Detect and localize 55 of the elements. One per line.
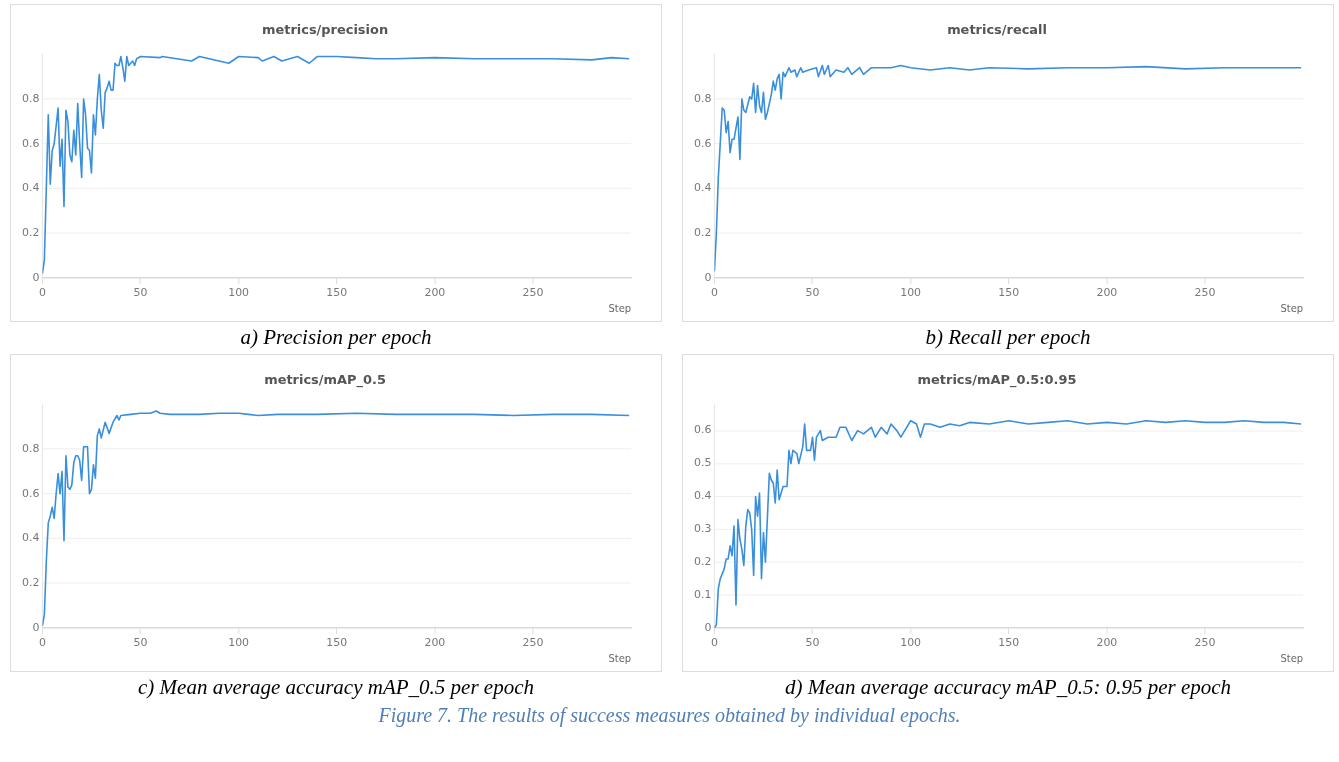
x-tick-label: 150 — [998, 636, 1020, 650]
x-axis-title: Step — [1280, 302, 1304, 314]
y-tick-label: 0.6 — [693, 136, 712, 150]
x-tick-label: 50 — [133, 636, 148, 650]
x-tick-label: 50 — [133, 286, 148, 300]
x-tick-label: 200 — [424, 636, 446, 650]
chart-title: metrics/precision — [261, 22, 389, 37]
x-tick-label: 250 — [522, 636, 544, 650]
x-tick-label: 200 — [1096, 636, 1118, 650]
x-tick-label: 100 — [900, 286, 922, 300]
y-tick-label: 0.8 — [21, 91, 40, 105]
y-tick-label: 0.4 — [21, 531, 40, 545]
y-tick-label: 0 — [32, 620, 40, 634]
x-tick-label: 150 — [326, 636, 348, 650]
x-tick-label: 150 — [326, 286, 348, 300]
y-tick-label: 0 — [32, 270, 40, 284]
x-tick-label: 50 — [805, 636, 820, 650]
x-axis-title: Step — [608, 652, 632, 664]
x-tick-label: 100 — [228, 636, 250, 650]
y-tick-label: 0.5 — [693, 456, 712, 470]
text: d) Mean average accuracy mAP_0.5: 0.95 per epoch — [784, 675, 1232, 700]
chart-title: metrics/recall — [947, 22, 1047, 37]
x-tick-label: 200 — [424, 286, 446, 300]
x-tick-label: 250 — [522, 286, 544, 300]
y-tick-label: 0.6 — [693, 423, 712, 437]
y-tick-label: 0.4 — [21, 181, 40, 195]
y-tick-label: 0.8 — [21, 441, 40, 455]
x-tick-label: 200 — [1096, 286, 1118, 300]
x-axis-title: Step — [608, 302, 632, 314]
x-tick-label: 100 — [900, 636, 922, 650]
y-tick-label: 0.4 — [693, 181, 712, 195]
y-tick-label: 0.2 — [21, 226, 40, 240]
caption: Figure 7. The results of success measures obtained by individual epochs. — [377, 704, 962, 727]
text: c) Mean average accuracy mAP_0.5 per epoch — [138, 675, 534, 700]
y-tick-label: 0 — [704, 270, 712, 284]
x-tick-label: 50 — [805, 286, 820, 300]
y-tick-label: 0.6 — [21, 136, 40, 150]
x-tick-label: 250 — [1194, 286, 1216, 300]
x-tick-label: 250 — [1194, 636, 1216, 650]
x-tick-label: 150 — [998, 286, 1020, 300]
x-tick-label: 100 — [228, 286, 250, 300]
y-tick-label: 0.1 — [693, 588, 712, 601]
y-tick-label: 0.3 — [693, 522, 712, 536]
y-tick-label: 0.4 — [693, 489, 712, 503]
text: b) Recall per epoch — [925, 325, 1091, 350]
y-tick-label: 0.8 — [693, 91, 712, 105]
y-tick-label: 0.2 — [693, 555, 712, 569]
y-tick-label: 0.6 — [21, 486, 40, 500]
y-tick-label: 0.2 — [21, 576, 40, 590]
y-tick-label: 0 — [704, 620, 712, 634]
y-tick-label: 0.2 — [693, 226, 712, 240]
chart-title: metrics/mAP_0.5:0.95 — [917, 372, 1077, 388]
chart-title: metrics/mAP_0.5 — [264, 372, 386, 388]
x-axis-title: Step — [1280, 652, 1304, 664]
text: a) Precision per epoch — [240, 325, 432, 350]
